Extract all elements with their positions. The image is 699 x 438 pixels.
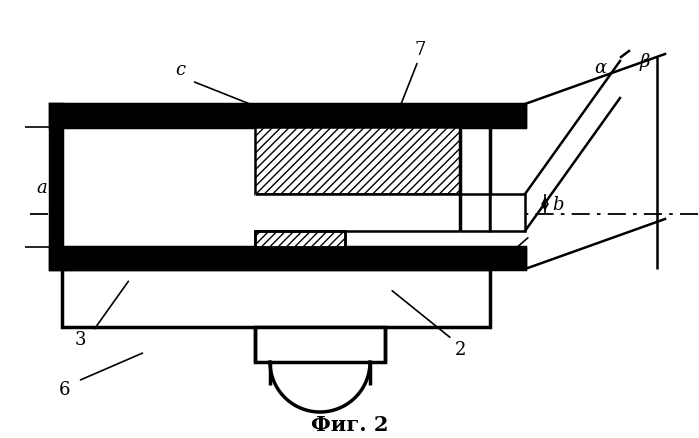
Bar [50, 105, 62, 269]
Bar [50, 105, 525, 128]
Text: 7: 7 [415, 41, 426, 59]
Text: a: a [36, 179, 48, 197]
Bar [255, 231, 335, 247]
Bar [490, 194, 525, 231]
Bar [255, 128, 460, 194]
Bar [255, 327, 385, 362]
Bar [255, 194, 490, 231]
Text: α: α [594, 59, 606, 77]
Text: 6: 6 [59, 380, 71, 398]
Bar [50, 128, 85, 247]
Text: c: c [175, 61, 185, 79]
Text: b: b [552, 195, 564, 213]
Text: 3: 3 [74, 330, 86, 348]
Bar [62, 128, 255, 247]
Text: Фиг. 2: Фиг. 2 [311, 414, 389, 434]
Bar [50, 247, 525, 269]
Bar [255, 231, 345, 247]
Bar [62, 269, 490, 327]
Text: d: d [504, 251, 516, 268]
Text: β: β [640, 53, 650, 71]
Text: 2: 2 [454, 340, 466, 358]
